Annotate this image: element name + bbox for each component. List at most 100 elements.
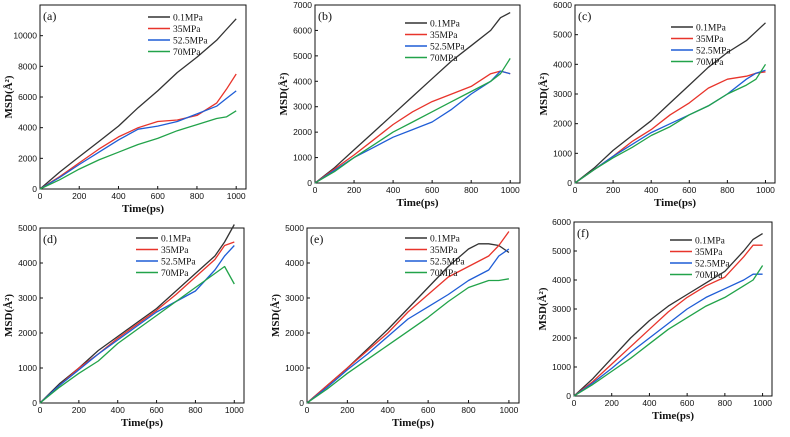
legend-entry: 35MPa	[696, 35, 724, 45]
x-axis-title: Time(ps)	[121, 417, 163, 429]
x-tick-label: 400	[642, 398, 656, 408]
x-tick-label: 1000	[227, 191, 246, 201]
series-line-70mpa	[314, 58, 511, 184]
y-tick-label: 0	[567, 178, 572, 188]
x-tick-label: 200	[605, 398, 619, 408]
y-tick-label: 5000	[285, 223, 304, 233]
y-tick-label: 8000	[18, 61, 37, 71]
legend-entry: 35MPa	[695, 248, 723, 258]
x-tick-label: 200	[606, 185, 620, 195]
chart-panel-5: 0 200 400 600 800 1000 0 1000 2000 3000 4000 5000 Ti…	[270, 223, 520, 429]
panel-label: (b)	[318, 9, 332, 23]
x-tick-label: 600	[680, 398, 694, 408]
y-tick-label: 3000	[553, 89, 572, 99]
x-tick-label: 200	[347, 185, 361, 195]
y-tick-label: 5000	[18, 223, 37, 233]
x-tick-label: 1000	[225, 405, 244, 415]
x-tick-label: 800	[464, 185, 478, 195]
y-tick-label: 0	[566, 391, 571, 401]
x-tick-label: 600	[149, 405, 163, 415]
legend-entry: 52.5MPa	[161, 258, 196, 268]
y-tick-label: 1000	[293, 153, 312, 163]
y-tick-label: 6000	[293, 25, 312, 35]
x-tick-label: 1000	[756, 185, 775, 195]
series-line-70mpa	[39, 110, 237, 190]
series-line-52-5mpa	[314, 70, 511, 184]
y-axis-title: MSD(Å²)	[537, 287, 549, 330]
plot-frame	[574, 4, 776, 184]
y-tick-label: 6000	[18, 92, 37, 102]
y-tick-label: 1000	[285, 363, 304, 373]
series-line-35mpa	[39, 241, 235, 404]
y-tick-label: 0	[299, 398, 304, 408]
chart-panel-6: 0 200 400 600 800 1000 0 1000 2000 3000 4000 5000 60…	[537, 217, 773, 422]
y-tick-label: 1000	[18, 363, 37, 373]
series-line-52-5mpa	[39, 245, 235, 404]
series-line-35mpa	[573, 244, 763, 397]
x-tick-label: 800	[461, 405, 475, 415]
x-axis-title: Time(ps)	[397, 197, 439, 209]
legend-entry: 35MPa	[430, 246, 458, 256]
y-tick-label: 1000	[552, 362, 571, 372]
y-tick-label: 10000	[13, 31, 37, 41]
legend-entry: 52.5MPa	[695, 260, 730, 270]
x-tick-label: 400	[111, 405, 125, 415]
x-axis-title: Time(ps)	[652, 410, 694, 422]
legend-entry: 35MPa	[430, 31, 458, 41]
y-tick-label: 2000	[18, 328, 37, 338]
plot-frame	[314, 4, 521, 184]
series-line-70mpa	[39, 265, 235, 404]
series-line-70mpa	[574, 63, 767, 184]
y-tick-label: 4000	[553, 59, 572, 69]
panel-label: (c)	[578, 9, 591, 23]
x-tick-label: 800	[720, 185, 734, 195]
y-tick-label: 6000	[552, 217, 571, 227]
y-tick-label: 4000	[18, 258, 37, 268]
x-tick-label: 800	[190, 191, 204, 201]
legend-entry: 52.5MPa	[430, 258, 465, 268]
y-tick-label: 7000	[293, 0, 312, 10]
x-tick-label: 800	[718, 398, 732, 408]
y-tick-label: 4000	[293, 76, 312, 86]
y-tick-label: 4000	[18, 123, 37, 133]
x-tick-label: 1000	[753, 398, 772, 408]
chart-panel-2: 0 200 400 600 800 1000 0 1000 2000 3000 4000 5000 60…	[278, 0, 521, 209]
y-tick-label: 2000	[285, 328, 304, 338]
x-tick-label: 1000	[501, 185, 520, 195]
legend-entry: 52.5MPa	[173, 37, 208, 47]
legend-entry: 52.5MPa	[430, 43, 465, 53]
y-tick-label: 2000	[553, 119, 572, 129]
chart-panel-3: 0 200 400 600 800 1000 0 1000 2000 3000 4000 5000 60…	[538, 0, 776, 209]
panel-label: (d)	[43, 232, 57, 246]
plot-frame	[39, 227, 245, 404]
legend-entry: 70MPa	[695, 271, 723, 281]
series-line-0-1mpa	[573, 233, 763, 397]
series-line-35mpa	[39, 73, 237, 190]
chart-panel-1: 0 200 400 600 800 10000200040006000800010000T…	[3, 4, 247, 215]
y-tick-label: 2000	[552, 333, 571, 343]
x-tick-label: 0	[313, 185, 318, 195]
chart-panel-4: 0 200 400 600 800 1000 0 1000 2000 3000 4000 5000 Ti…	[3, 223, 245, 429]
y-tick-label: 0	[32, 184, 37, 194]
x-tick-label: 0	[38, 405, 43, 415]
y-tick-label: 5000	[552, 246, 571, 256]
x-tick-label: 0	[572, 398, 577, 408]
x-tick-label: 400	[386, 185, 400, 195]
legend-entry: 0.1MPa	[173, 14, 204, 24]
y-tick-label: 2000	[18, 153, 37, 163]
x-tick-label: 200	[72, 405, 86, 415]
series-line-70mpa	[306, 278, 510, 404]
series-line-0-1mpa	[314, 12, 511, 184]
y-tick-label: 3000	[552, 304, 571, 314]
legend-entry: 0.1MPa	[695, 237, 726, 247]
legend-entry: 35MPa	[173, 25, 201, 35]
y-axis-title: MSD(Å²)	[3, 294, 15, 337]
x-axis-title: Time(ps)	[392, 417, 434, 429]
y-tick-label: 5000	[293, 51, 312, 61]
series-line-0-1mpa	[574, 22, 766, 184]
y-axis-title: MSD(Å²)	[3, 75, 15, 118]
series-line-52-5mpa	[39, 90, 237, 190]
legend-entry: 70MPa	[161, 269, 189, 279]
series-line-0-1mpa	[39, 18, 237, 190]
